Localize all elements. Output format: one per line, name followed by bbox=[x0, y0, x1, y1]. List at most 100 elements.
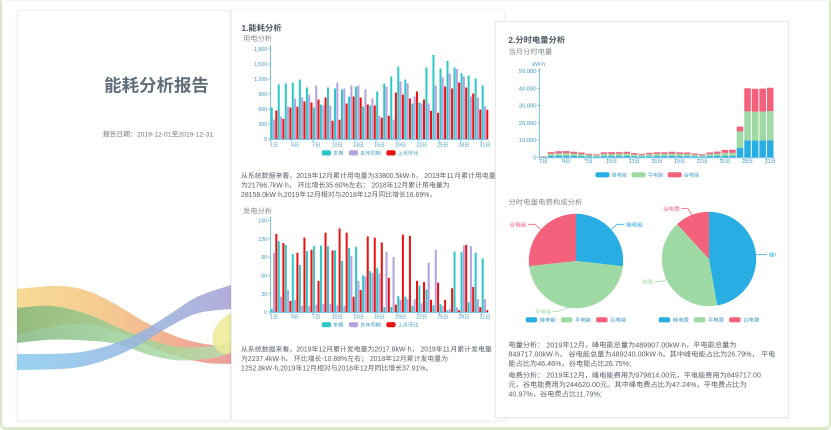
svg-text:37.91%: 37.91% bbox=[402, 365, 425, 372]
svg-text:31: 31 bbox=[479, 143, 485, 149]
svg-text:22: 22 bbox=[697, 159, 703, 165]
svg-text:11: 11 bbox=[447, 173, 454, 180]
svg-text:10: 10 bbox=[332, 315, 338, 321]
svg-text:0: 0 bbox=[533, 155, 536, 161]
svg-text:19: 19 bbox=[395, 315, 401, 321]
svg-text:16: 16 bbox=[651, 159, 657, 165]
svg-text:4: 4 bbox=[562, 159, 565, 165]
svg-text:20,000: 20,000 bbox=[519, 121, 537, 127]
svg-text:12: 12 bbox=[360, 365, 368, 372]
svg-text:489240.00kW·h: 489240.00kW·h bbox=[612, 350, 663, 359]
svg-text:10,000: 10,000 bbox=[519, 138, 537, 144]
svg-text:40,000: 40,000 bbox=[519, 86, 537, 92]
svg-text:10: 10 bbox=[606, 159, 612, 165]
svg-text:150: 150 bbox=[258, 219, 267, 225]
svg-text:11: 11 bbox=[443, 347, 450, 354]
svg-text:50,000: 50,000 bbox=[519, 69, 537, 75]
svg-text:2019: 2019 bbox=[296, 173, 311, 180]
svg-text:2019-12-31: 2019-12-31 bbox=[178, 132, 213, 139]
svg-text:1: 1 bbox=[540, 159, 543, 165]
svg-text:1: 1 bbox=[270, 315, 273, 321]
svg-text:1.: 1. bbox=[242, 23, 249, 33]
svg-text:40.97%: 40.97% bbox=[508, 389, 533, 398]
svg-text:31: 31 bbox=[479, 315, 485, 321]
svg-text:26.79%: 26.79% bbox=[727, 350, 752, 359]
svg-text:60: 60 bbox=[261, 274, 267, 280]
svg-text:7: 7 bbox=[585, 159, 588, 165]
svg-text:46.46%: 46.46% bbox=[537, 359, 562, 368]
svg-text:2017.8kW·h: 2017.8kW·h bbox=[374, 347, 411, 354]
svg-text:2019: 2019 bbox=[419, 347, 436, 354]
svg-text:22: 22 bbox=[416, 143, 422, 149]
svg-text:28: 28 bbox=[742, 159, 748, 165]
svg-text:300: 300 bbox=[258, 122, 267, 128]
svg-text:12: 12 bbox=[364, 192, 372, 199]
svg-text:16: 16 bbox=[374, 143, 380, 149]
svg-text:12: 12 bbox=[570, 371, 578, 380]
svg-text:7: 7 bbox=[312, 315, 315, 321]
svg-text:12: 12 bbox=[394, 182, 402, 189]
svg-text:2019: 2019 bbox=[422, 173, 439, 180]
svg-text:25: 25 bbox=[719, 159, 725, 165]
svg-text:4: 4 bbox=[291, 315, 294, 321]
svg-text:1,800: 1,800 bbox=[254, 47, 267, 53]
svg-text:16: 16 bbox=[374, 315, 380, 321]
svg-text:7: 7 bbox=[312, 143, 315, 149]
svg-text:90: 90 bbox=[261, 255, 267, 261]
svg-text:0: 0 bbox=[264, 310, 267, 316]
svg-text:28158.0kW·h,2019: 28158.0kW·h,2019 bbox=[241, 192, 299, 199]
svg-text:13: 13 bbox=[353, 143, 359, 149]
svg-text:35.60%: 35.60% bbox=[325, 182, 348, 189]
svg-text:979814.00: 979814.00 bbox=[635, 371, 669, 380]
svg-text:1252.8kW·h,2019: 1252.8kW·h,2019 bbox=[241, 365, 296, 372]
svg-text:2018: 2018 bbox=[369, 182, 386, 189]
svg-text:2018: 2018 bbox=[341, 192, 356, 199]
svg-text:4: 4 bbox=[291, 143, 294, 149]
svg-text:244620.00: 244620.00 bbox=[566, 380, 600, 389]
svg-text:47.24%: 47.24% bbox=[672, 380, 697, 389]
svg-text:12: 12 bbox=[318, 347, 326, 354]
svg-text:12: 12 bbox=[570, 340, 578, 349]
svg-text:26.75%;: 26.75%; bbox=[605, 359, 631, 368]
svg-text:900: 900 bbox=[258, 92, 267, 98]
svg-text:120: 120 bbox=[258, 237, 267, 243]
svg-text:11.79%;: 11.79%; bbox=[576, 389, 602, 398]
svg-text:30: 30 bbox=[261, 292, 267, 298]
svg-text:1: 1 bbox=[270, 143, 273, 149]
svg-text:31: 31 bbox=[765, 159, 771, 165]
svg-text:2019: 2019 bbox=[544, 340, 562, 349]
svg-text:33800.5kW·h: 33800.5kW·h bbox=[374, 173, 415, 180]
svg-text:2019: 2019 bbox=[544, 371, 562, 380]
svg-text:600: 600 bbox=[258, 107, 267, 113]
svg-text:28: 28 bbox=[458, 143, 464, 149]
svg-text:849717.00: 849717.00 bbox=[727, 371, 761, 380]
svg-text:12: 12 bbox=[318, 173, 326, 180]
svg-text:849717.00kW·h: 849717.00kW·h bbox=[508, 350, 559, 359]
svg-text:1,500: 1,500 bbox=[254, 62, 267, 68]
svg-text:2019-12-01: 2019-12-01 bbox=[137, 132, 172, 139]
svg-text:0: 0 bbox=[264, 137, 267, 143]
svg-text:2.: 2. bbox=[508, 35, 515, 45]
svg-text:12: 12 bbox=[302, 365, 310, 372]
svg-text:kW·h: kW·h bbox=[532, 62, 545, 68]
svg-text:-10.88%: -10.88% bbox=[322, 356, 348, 363]
svg-text:13: 13 bbox=[353, 315, 359, 321]
svg-text:489907.00kW·h: 489907.00kW·h bbox=[635, 340, 686, 349]
svg-text:1,200: 1,200 bbox=[254, 77, 267, 83]
svg-text:13: 13 bbox=[629, 159, 635, 165]
svg-text:2237.4kW·h: 2237.4kW·h bbox=[248, 356, 285, 363]
svg-text:28: 28 bbox=[458, 315, 464, 321]
svg-text:19: 19 bbox=[395, 143, 401, 149]
svg-text:19: 19 bbox=[674, 159, 680, 165]
svg-text:2018: 2018 bbox=[368, 356, 385, 363]
svg-text:10: 10 bbox=[332, 143, 338, 149]
svg-text:16.69%: 16.69% bbox=[406, 192, 429, 199]
svg-text:25: 25 bbox=[437, 143, 443, 149]
svg-text:21766.7kW·h: 21766.7kW·h bbox=[248, 182, 289, 189]
svg-text:2019: 2019 bbox=[296, 347, 311, 354]
svg-text:2018: 2018 bbox=[338, 365, 353, 372]
svg-text:30,000: 30,000 bbox=[519, 104, 537, 110]
svg-text:12: 12 bbox=[306, 192, 314, 199]
svg-text:22: 22 bbox=[416, 315, 422, 321]
svg-text:25: 25 bbox=[437, 315, 443, 321]
